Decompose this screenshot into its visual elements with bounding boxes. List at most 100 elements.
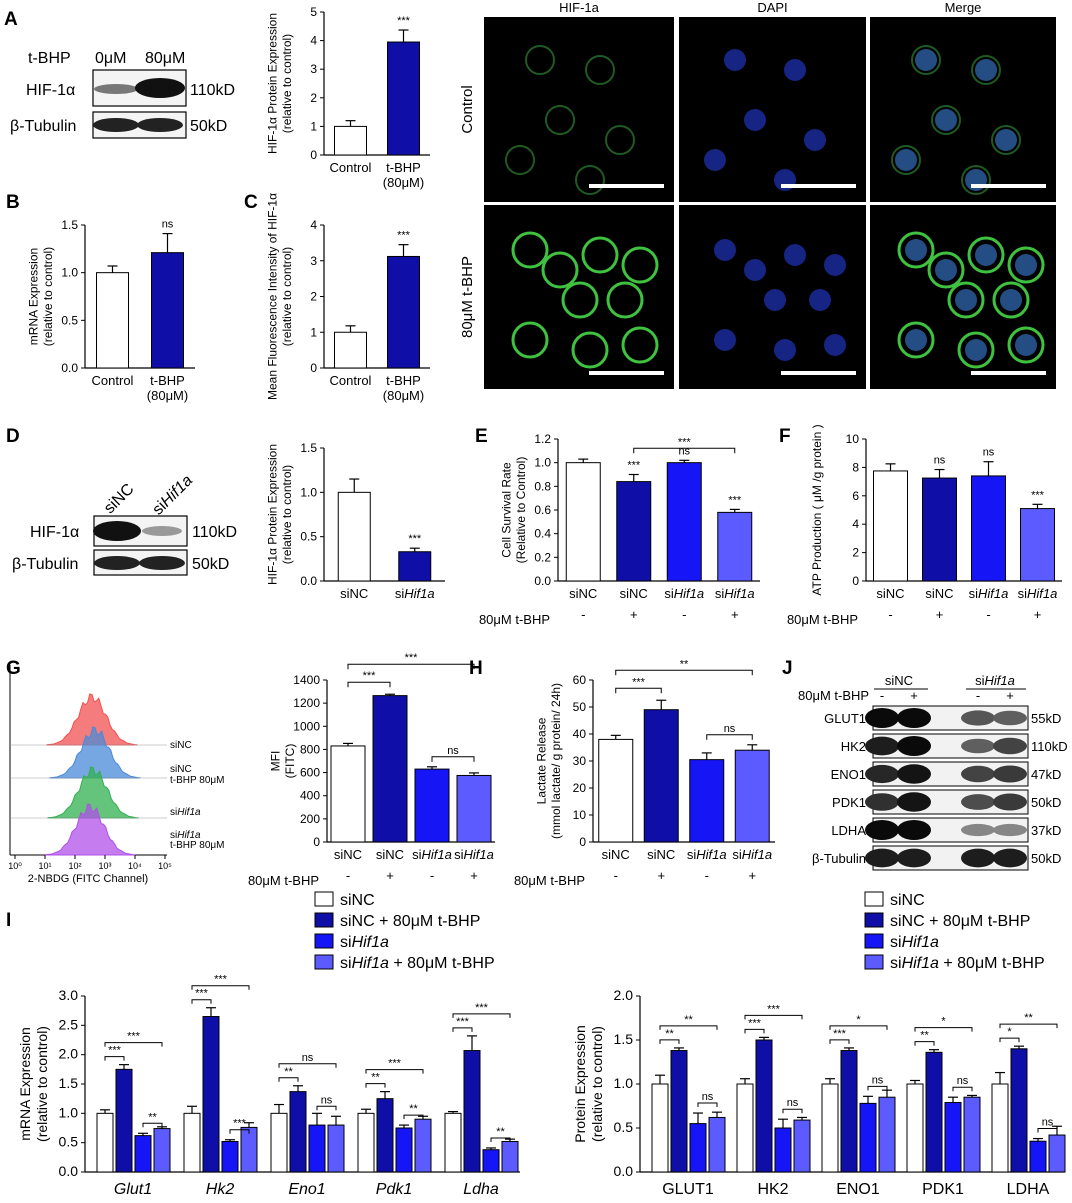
significance-label: *** (627, 460, 641, 472)
micro-nucleus (1000, 289, 1022, 311)
bar (925, 1051, 943, 1173)
x-tick-label: siHif1a (454, 847, 494, 862)
chart-e: 0.0 0.2 0.4 0.6 0.8 1.0 1.2 Cell Survival Rate(… (479, 432, 760, 627)
bar (153, 1128, 171, 1173)
treatment-sign: - (705, 868, 709, 883)
y-tick-label: 2 (310, 290, 317, 304)
legend-label-post: + 80μM t-BHP (389, 955, 495, 972)
legend-label-gene: Hif1a (352, 934, 389, 951)
y-axis-label: mRNA Expression(relative to control) (27, 247, 55, 346)
y-tick-label: 2.0 (614, 987, 634, 1003)
treatment-label: 80μM t-BHP (248, 873, 319, 888)
blot-a-lane-2: 80μM (145, 50, 185, 67)
bar (501, 1140, 519, 1173)
x-tick-label-gene: Hif1a (1027, 586, 1057, 601)
flow-label: siHif1a (170, 807, 201, 818)
blot-j-row-name: GLUT1 (824, 711, 866, 726)
flow-label-gene: Hif1a (177, 807, 201, 818)
y-tick-label: 0.5 (300, 530, 317, 544)
significance-label: * (941, 1016, 946, 1028)
flow-label-pre: si (170, 807, 177, 818)
chart-c: 0 1 2 3 4 Mean Fluorescence Intensity of HIF-… (266, 193, 430, 403)
bar (651, 1083, 669, 1173)
treatment-sign: + (470, 868, 478, 883)
flow-tick-label: 10² (68, 861, 81, 871)
y-tick-label: 10 (573, 808, 587, 822)
blot-a-row-1-name: HIF-1α (26, 82, 75, 99)
y-axis-label: Lactate Release(mmol lactate/ g protein/… (535, 683, 563, 839)
y-tick-label: 30 (573, 754, 587, 768)
significance-bracket (782, 1108, 803, 1114)
blot-j-row-kd: 55kD (1031, 711, 1061, 726)
significance-label: *** (728, 494, 742, 506)
y-tick-label: 1.2 (534, 432, 551, 446)
blot-j-group-2-gene: Hif1a (985, 673, 1015, 688)
significance-label: ns (957, 1075, 969, 1087)
bar (666, 462, 702, 582)
micro-cell (621, 326, 659, 364)
chart-i1: 0.0 0.5 1.0 1.5 2.0 2.5 3.0 mRNA Expression(rel… (17, 891, 520, 1198)
y-tick-label: 800 (300, 742, 320, 756)
x-tick-label: siHif1a (412, 847, 452, 862)
bar (906, 1083, 924, 1173)
flow-histogram-curve (46, 693, 138, 746)
x-tick-label: siNC (569, 586, 597, 601)
significance-label: *** (195, 988, 209, 1000)
blot-j-band (865, 793, 899, 811)
micro-nucleus (724, 49, 746, 71)
blot-a-band-hif-0 (94, 84, 138, 94)
significance-label: *** (456, 1016, 470, 1028)
significance-bracket (744, 1028, 765, 1034)
legend-label-pre: si (340, 934, 352, 951)
bar (1029, 1140, 1047, 1173)
y-tick-label: 1400 (293, 673, 320, 687)
bar (755, 1039, 773, 1173)
significance-bracket (191, 999, 212, 1004)
x-tick-label: siNC (620, 586, 648, 601)
micro-row-label: 80μM t-BHP (459, 256, 476, 338)
significance-bracket (914, 1041, 935, 1046)
micro-nucleus (824, 254, 846, 276)
flow-tick-label: 10⁴ (128, 861, 142, 871)
legend-label: siHif1a + 80μM t-BHP (890, 955, 1045, 972)
micro-nucleus (935, 259, 957, 281)
significance-bracket (659, 1039, 680, 1044)
y-tick-label: 8 (852, 460, 859, 474)
significance-label: *** (632, 676, 646, 688)
significance-bracket (829, 1039, 850, 1044)
y-tick-label: 0.0 (614, 1163, 634, 1179)
bar (456, 774, 492, 843)
chart-g: 0200400600800100012001400MFI(FITC)siNC-s… (248, 652, 495, 888)
x-tick-label-pre: si (1018, 586, 1028, 601)
y-tick-label: 2 (310, 91, 317, 105)
significance-bracket (104, 1056, 125, 1061)
western-blot-a: t-BHP 0μM 80μM HIF-1α 110kD β-Tubulin 50… (10, 50, 235, 139)
blot-d-lane-1: siNC (101, 481, 138, 518)
micro-nucleus (784, 59, 806, 81)
significance-bracket (104, 1042, 163, 1047)
x-tick-label-gene: Hif1a (464, 847, 494, 862)
flow-histogram-curve (49, 726, 141, 779)
blot-j-band (993, 737, 1027, 755)
blot-j-row-kd: 50kD (1031, 851, 1061, 866)
bar (963, 1096, 981, 1173)
micro-col-label: Merge (945, 0, 982, 15)
x-tick-label-gene: Hif1a (696, 847, 726, 862)
treatment-label: 80μM t-BHP (479, 612, 550, 627)
x-tick-label: siNC (334, 847, 362, 862)
micro-cell (891, 145, 921, 175)
y-label-line: (relative to control) (280, 34, 294, 133)
treatment-sign: + (1034, 607, 1042, 622)
significance-bracket (452, 1013, 511, 1018)
x-tick-label: siHif1a (1018, 586, 1058, 601)
significance-label: ns (872, 1074, 884, 1086)
bar (330, 745, 366, 843)
legend-swatch (314, 954, 334, 970)
flow-tick-label: 10⁵ (158, 861, 172, 871)
flow-label: t-BHP 80μM (170, 840, 224, 851)
significance-bracket (1037, 1128, 1058, 1133)
micro-cell (511, 321, 549, 359)
blot-j-group-2-prefix: si (975, 673, 985, 688)
significance-bracket (347, 681, 391, 688)
y-label-line: (relative to control) (280, 465, 294, 564)
